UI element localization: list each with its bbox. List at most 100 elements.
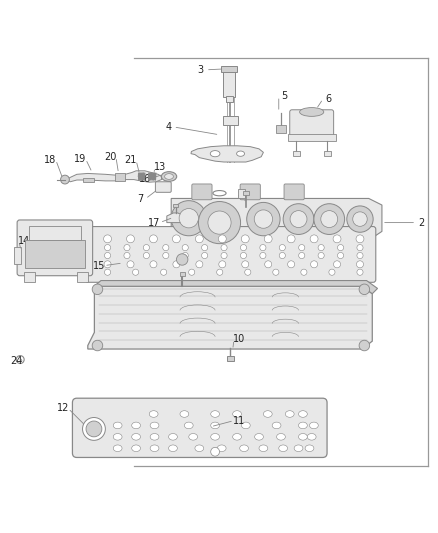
Text: 8: 8 (237, 190, 243, 200)
Circle shape (358, 284, 369, 295)
FancyBboxPatch shape (242, 191, 248, 195)
Ellipse shape (210, 411, 219, 417)
Circle shape (264, 261, 271, 268)
Circle shape (309, 235, 317, 243)
Ellipse shape (184, 422, 193, 429)
FancyBboxPatch shape (283, 184, 304, 200)
FancyBboxPatch shape (223, 70, 234, 96)
Circle shape (216, 269, 223, 275)
Ellipse shape (161, 172, 176, 181)
Circle shape (218, 235, 226, 243)
Ellipse shape (168, 433, 177, 440)
Ellipse shape (164, 174, 173, 180)
Ellipse shape (276, 433, 285, 440)
Circle shape (254, 210, 272, 228)
Circle shape (352, 212, 366, 227)
Circle shape (332, 235, 340, 243)
Text: 21: 21 (124, 155, 137, 165)
Circle shape (337, 253, 343, 259)
Circle shape (259, 245, 265, 251)
Ellipse shape (232, 411, 241, 417)
Circle shape (201, 253, 207, 259)
Circle shape (208, 211, 230, 234)
Circle shape (358, 340, 369, 351)
Ellipse shape (298, 422, 307, 429)
Circle shape (103, 235, 111, 243)
FancyBboxPatch shape (25, 240, 85, 268)
Circle shape (171, 200, 206, 236)
Text: 17: 17 (148, 217, 160, 228)
Circle shape (198, 201, 240, 244)
Ellipse shape (307, 433, 315, 440)
FancyBboxPatch shape (191, 184, 212, 200)
Circle shape (240, 245, 246, 251)
Circle shape (162, 245, 169, 251)
Circle shape (259, 253, 265, 259)
Circle shape (287, 261, 294, 268)
Ellipse shape (150, 422, 159, 429)
Ellipse shape (298, 433, 307, 440)
FancyBboxPatch shape (238, 189, 244, 198)
FancyBboxPatch shape (14, 247, 21, 264)
Ellipse shape (149, 411, 158, 417)
Circle shape (162, 253, 169, 259)
Text: 4: 4 (165, 122, 171, 132)
Circle shape (149, 235, 157, 243)
Ellipse shape (210, 433, 219, 440)
FancyBboxPatch shape (287, 134, 335, 141)
Circle shape (356, 253, 362, 259)
Circle shape (220, 253, 226, 259)
Polygon shape (88, 286, 371, 349)
Circle shape (240, 253, 246, 259)
Circle shape (355, 235, 363, 243)
Circle shape (182, 245, 188, 251)
Ellipse shape (309, 422, 318, 429)
Circle shape (92, 340, 102, 351)
FancyBboxPatch shape (323, 151, 330, 156)
FancyBboxPatch shape (240, 184, 260, 200)
Circle shape (124, 245, 130, 251)
Circle shape (104, 253, 110, 259)
Text: 19: 19 (74, 154, 86, 164)
Circle shape (279, 253, 285, 259)
Circle shape (246, 203, 279, 236)
Circle shape (264, 235, 272, 243)
Ellipse shape (113, 422, 122, 429)
Text: 18: 18 (44, 155, 57, 165)
Circle shape (290, 211, 306, 228)
Polygon shape (171, 198, 381, 240)
Circle shape (86, 421, 102, 437)
Ellipse shape (232, 433, 241, 440)
Ellipse shape (150, 445, 159, 451)
Circle shape (143, 253, 149, 259)
Text: 13: 13 (154, 162, 166, 172)
Text: 5: 5 (280, 91, 286, 101)
Text: 6: 6 (325, 94, 331, 104)
Circle shape (132, 269, 138, 275)
Ellipse shape (150, 433, 159, 440)
Ellipse shape (168, 445, 177, 451)
FancyBboxPatch shape (85, 227, 375, 282)
Circle shape (320, 211, 337, 228)
Text: 16: 16 (138, 174, 151, 184)
Ellipse shape (304, 445, 313, 451)
Circle shape (188, 269, 194, 275)
Text: 3: 3 (197, 65, 203, 75)
Circle shape (328, 269, 334, 275)
FancyBboxPatch shape (179, 272, 184, 276)
Circle shape (283, 204, 313, 235)
Circle shape (279, 245, 285, 251)
Circle shape (310, 261, 317, 268)
FancyBboxPatch shape (115, 173, 125, 181)
Text: 9: 9 (204, 187, 210, 197)
Circle shape (16, 356, 24, 364)
Ellipse shape (298, 411, 307, 417)
Circle shape (356, 245, 362, 251)
FancyBboxPatch shape (28, 226, 81, 240)
Circle shape (300, 269, 306, 275)
Circle shape (182, 253, 188, 259)
FancyBboxPatch shape (275, 125, 286, 133)
FancyBboxPatch shape (227, 357, 233, 361)
Circle shape (346, 206, 372, 232)
Circle shape (127, 261, 134, 268)
